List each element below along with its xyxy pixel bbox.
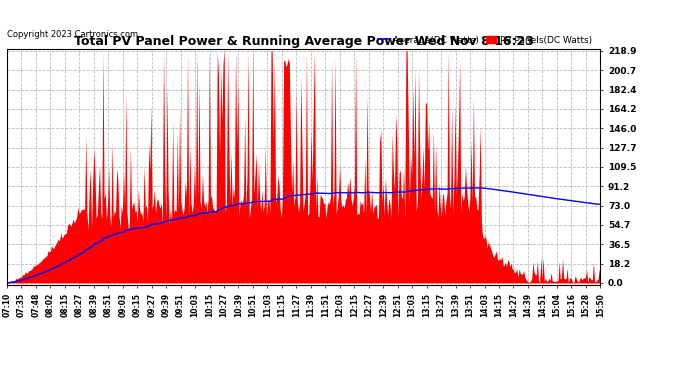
Text: Copyright 2023 Cartronics.com: Copyright 2023 Cartronics.com [7,30,138,39]
Legend: Average(DC Watts), PV Panels(DC Watts): Average(DC Watts), PV Panels(DC Watts) [375,32,595,48]
Title: Total PV Panel Power & Running Average Power Wed Nov 8 16:23: Total PV Panel Power & Running Average P… [74,34,533,48]
